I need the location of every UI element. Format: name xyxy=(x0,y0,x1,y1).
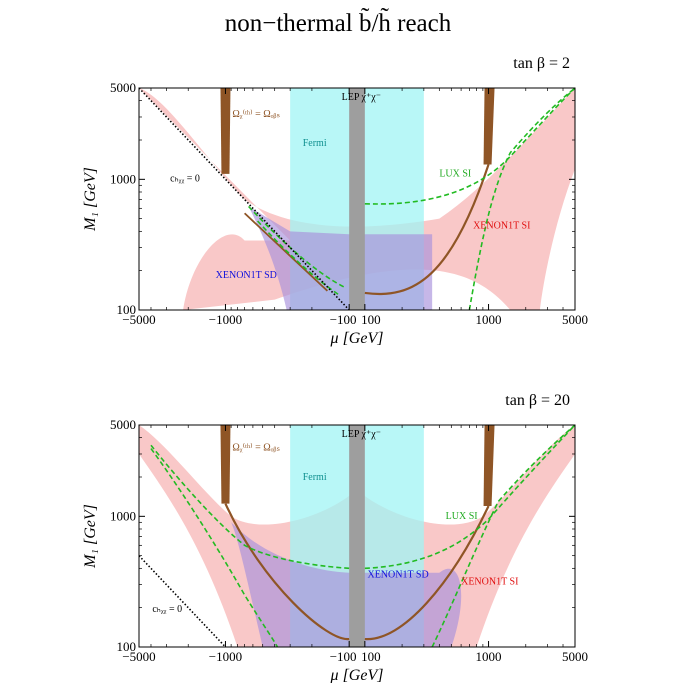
y-tick-label-p2-1: 1000 xyxy=(110,171,136,186)
lep-band-p2 xyxy=(349,88,365,310)
panel-tanb-2: −5000 −1000 −100 100 1000 5000 100 1000 5000 μ [G… xyxy=(82,55,588,347)
fermi-annotation-p2: Fermi xyxy=(303,138,327,149)
relic-curve-negative-p2 xyxy=(244,212,328,292)
x-tick-label-p20-1: −1000 xyxy=(209,649,242,664)
lux-si-curve-p20-0 xyxy=(150,425,575,570)
plot-frame-p2 xyxy=(138,87,576,311)
x-tick-label-p2-5: 5000 xyxy=(562,312,588,327)
lux-annotation-p20: LUX SI xyxy=(446,511,478,522)
relic-annotation-p2: Ωᵪ⁽ᵗʰ⁾ = Ωₒᵦₛ xyxy=(232,109,280,120)
relic-band-negative-p20 xyxy=(220,425,231,504)
y-tick-label-p20-2: 5000 xyxy=(110,417,136,432)
plot-frame-p20 xyxy=(138,424,576,648)
x-tick-label-p20-5: 5000 xyxy=(562,649,588,664)
x-tick-label-p20-3: 100 xyxy=(361,649,381,664)
lux-si-curve-p20-2 xyxy=(431,425,575,647)
relic-band-positive-p20 xyxy=(483,425,495,506)
y-axis-label-p20: M₁ [GeV] xyxy=(82,504,99,569)
lep-annotation-p2: LEP χ⁺χ⁻ xyxy=(342,92,381,103)
panel-tanb-20: −5000 −1000 −100 100 1000 5000 100 1000 5000 μ [G… xyxy=(82,392,588,683)
relic-annotation-p20: Ωᵪ⁽ᵗʰ⁾ = Ωₒᵦₛ xyxy=(232,442,280,453)
xenon1t-sd-region-p20 xyxy=(231,522,462,647)
higgs-annotation-p2: cₕᵪᵪ = 0 xyxy=(170,173,200,184)
relic-band-positive-p2 xyxy=(483,88,495,165)
lux-si-curve-p20-1 xyxy=(150,448,279,647)
x-tick-label-p20-2: −100 xyxy=(330,649,357,664)
y-tick-label-p2-0: 100 xyxy=(117,302,137,317)
y-tick-label-p2-2: 5000 xyxy=(110,80,136,95)
x-tick-label-p2-4: 1000 xyxy=(476,312,502,327)
lep-band-p20 xyxy=(349,425,365,647)
plot-area-p2 xyxy=(139,88,575,310)
y-tick-label-p20-0: 100 xyxy=(117,639,137,654)
lep-annotation-p20: LEP χ⁺χ⁻ xyxy=(342,429,381,440)
x-axis-label-p2: μ [GeV] xyxy=(330,330,384,347)
y-axis-label-p2: M₁ [GeV] xyxy=(82,167,99,232)
lux-si-curve-p2-1 xyxy=(256,220,340,296)
tanbeta-label-p2: tan β = 2 xyxy=(513,55,570,72)
xenon-sd-annotation-p20: XENON1T SD xyxy=(367,570,428,581)
x-tick-label-p20-0: −5000 xyxy=(122,649,155,664)
fermi-annotation-p20: Fermi xyxy=(303,472,327,483)
tanbeta-label-p20: tan β = 20 xyxy=(505,392,570,409)
xenon-sd-annotation-p2: XENON1T SD xyxy=(216,270,277,281)
xenon-si-annotation-p20: XENON1T SI xyxy=(461,577,518,588)
xenon1t-sd-region-p2 xyxy=(248,206,433,310)
plot-area-p20 xyxy=(139,425,575,647)
y-tick-label-p20-1: 1000 xyxy=(110,508,136,523)
relic-band-negative-p2 xyxy=(220,88,231,174)
x-tick-label-p20-4: 1000 xyxy=(476,649,502,664)
higgs-blind-spot-line-p2 xyxy=(139,88,350,310)
xenon1t-si-region-p2 xyxy=(139,88,575,310)
x-tick-label-p2-2: −100 xyxy=(330,312,357,327)
x-tick-label-p2-1: −1000 xyxy=(209,312,242,327)
lux-annotation-p2: LUX SI xyxy=(439,169,471,180)
page-title: non−thermal b̃/h̃ reach xyxy=(224,10,452,37)
x-tick-label-p2-0: −5000 xyxy=(122,312,155,327)
x-axis-label-p20: μ [GeV] xyxy=(330,667,384,683)
lux-si-curve-p2-0 xyxy=(248,205,345,288)
x-tick-label-p2-3: 100 xyxy=(361,312,381,327)
xenon-si-annotation-p2: XENON1T SI xyxy=(473,221,530,232)
lux-si-curve-p2-3 xyxy=(468,88,575,310)
higgs-annotation-p20: cₕᵪᵪ = 0 xyxy=(152,604,182,615)
relic-curve-p20 xyxy=(224,503,490,641)
relic-curve-p2 xyxy=(364,164,490,296)
